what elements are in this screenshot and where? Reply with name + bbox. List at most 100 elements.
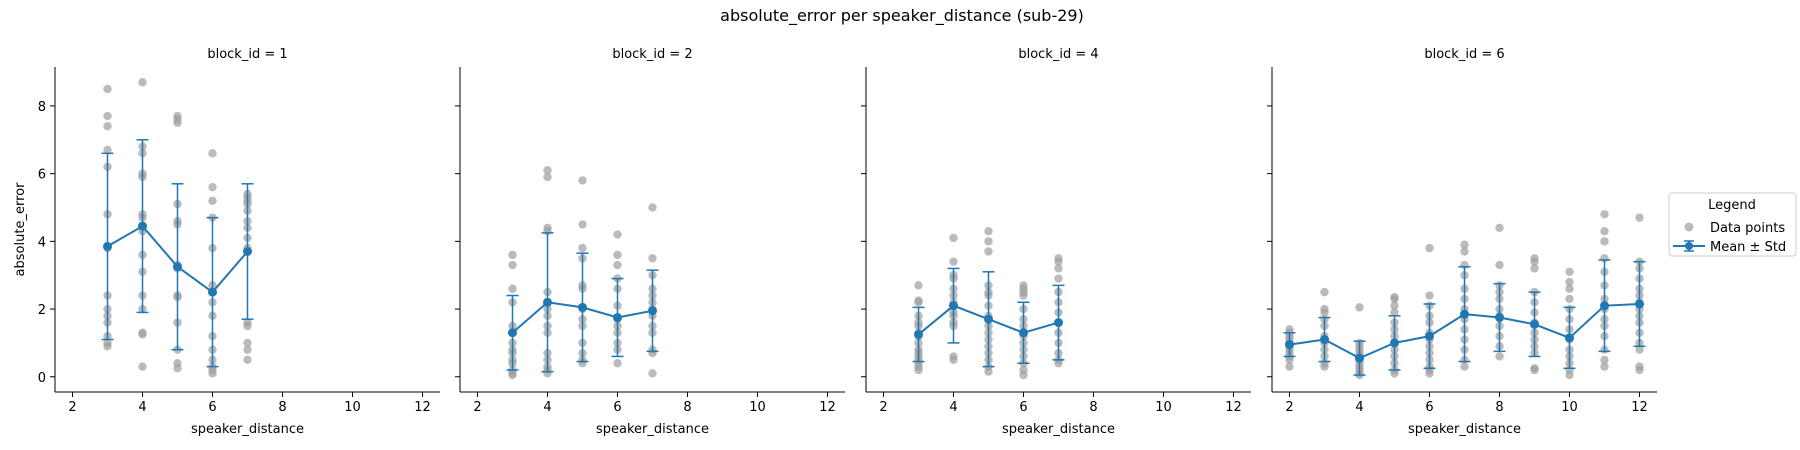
data-point bbox=[1460, 247, 1469, 256]
data-point bbox=[208, 149, 217, 158]
data-point bbox=[1425, 369, 1434, 378]
data-point bbox=[1460, 240, 1469, 249]
data-point bbox=[613, 359, 622, 368]
data-point bbox=[1635, 213, 1644, 222]
x-tick-label: 4 bbox=[543, 400, 551, 415]
data-point bbox=[613, 250, 622, 260]
x-tick-label: 8 bbox=[1495, 400, 1503, 415]
data-point bbox=[508, 260, 517, 270]
data-point bbox=[208, 182, 217, 192]
data-point bbox=[1530, 264, 1539, 273]
x-axis-label: speaker_distance bbox=[1002, 422, 1115, 437]
data-point bbox=[1600, 355, 1609, 365]
x-axis-label: speaker_distance bbox=[596, 422, 709, 437]
y-tick-label: 8 bbox=[38, 100, 46, 115]
data-point bbox=[1635, 365, 1644, 375]
mean-marker bbox=[1600, 301, 1609, 311]
mean-marker bbox=[173, 262, 182, 272]
mean-marker bbox=[1565, 333, 1574, 343]
x-tick-label: 12 bbox=[1631, 400, 1648, 415]
data-point bbox=[508, 250, 517, 260]
mean-marker bbox=[508, 328, 517, 338]
data-point bbox=[1495, 260, 1504, 270]
data-point bbox=[1285, 362, 1294, 371]
x-tick-label: 10 bbox=[344, 400, 361, 415]
data-point bbox=[103, 122, 112, 131]
data-point bbox=[578, 220, 587, 229]
data-point bbox=[1390, 301, 1399, 310]
mean-marker bbox=[103, 241, 112, 251]
data-point bbox=[613, 230, 622, 239]
x-tick-label: 2 bbox=[473, 400, 481, 415]
data-point bbox=[1600, 210, 1609, 219]
x-tick-label: 2 bbox=[879, 400, 887, 415]
mean-marker bbox=[1530, 319, 1539, 329]
legend-label-mean-std: Mean ± Std bbox=[1710, 240, 1786, 255]
mean-marker bbox=[1320, 335, 1329, 345]
data-point bbox=[543, 166, 552, 175]
data-point bbox=[1019, 291, 1028, 300]
data-point bbox=[1495, 352, 1504, 361]
data-point bbox=[1495, 223, 1504, 233]
x-tick-label: 8 bbox=[683, 400, 691, 415]
data-point bbox=[1565, 277, 1574, 287]
legend-marker-mean bbox=[1685, 242, 1693, 250]
data-point bbox=[243, 321, 252, 331]
data-point bbox=[1355, 303, 1364, 312]
mean-marker bbox=[1460, 309, 1469, 319]
mean-marker bbox=[243, 247, 252, 257]
x-tick-label: 12 bbox=[819, 400, 836, 415]
data-point bbox=[173, 118, 182, 128]
x-tick-label: 2 bbox=[68, 400, 76, 415]
data-point bbox=[208, 369, 217, 378]
x-tick-label: 6 bbox=[1425, 400, 1433, 415]
data-point bbox=[578, 176, 587, 185]
x-tick-label: 6 bbox=[1019, 400, 1027, 415]
data-point bbox=[1320, 308, 1329, 317]
data-point bbox=[103, 111, 112, 121]
data-point bbox=[243, 338, 252, 348]
x-axis-label: speaker_distance bbox=[191, 422, 304, 437]
panel-title: block_id = 2 bbox=[612, 47, 692, 62]
data-point bbox=[1425, 291, 1434, 300]
data-point bbox=[914, 298, 923, 307]
data-point bbox=[949, 233, 958, 243]
data-point bbox=[1285, 355, 1294, 365]
data-point bbox=[949, 355, 958, 365]
data-point bbox=[1565, 370, 1574, 380]
data-point bbox=[648, 203, 657, 212]
data-point bbox=[243, 355, 252, 365]
data-point bbox=[1565, 267, 1574, 277]
data-point bbox=[103, 84, 112, 94]
data-point bbox=[138, 362, 147, 371]
panel-block-2: block_id = 4 2 4 6 8 10 12 speaker_distance bbox=[861, 47, 1251, 437]
mean-marker bbox=[1425, 331, 1434, 341]
x-tick-label: 10 bbox=[1155, 400, 1172, 415]
x-tick-label: 10 bbox=[1561, 400, 1578, 415]
mean-marker bbox=[1285, 340, 1294, 350]
legend-label-data-points: Data points bbox=[1710, 221, 1785, 236]
data-point bbox=[103, 342, 112, 351]
mean-marker bbox=[1054, 318, 1063, 328]
panel-title: block_id = 6 bbox=[1424, 47, 1504, 62]
legend-marker-data-points bbox=[1684, 222, 1694, 232]
data-point bbox=[208, 196, 217, 205]
data-point bbox=[1019, 370, 1028, 380]
data-point bbox=[103, 145, 112, 155]
data-point bbox=[1320, 287, 1329, 297]
x-tick-label: 12 bbox=[414, 400, 431, 415]
data-point bbox=[1390, 308, 1399, 317]
data-point bbox=[984, 226, 993, 236]
mean-marker bbox=[984, 314, 993, 324]
data-point bbox=[1530, 257, 1539, 266]
x-tick-label: 6 bbox=[208, 400, 216, 415]
data-point bbox=[984, 237, 993, 246]
data-point bbox=[1054, 264, 1063, 273]
data-point bbox=[138, 330, 147, 339]
y-axis-label: absolute_error bbox=[13, 182, 28, 277]
data-point bbox=[1600, 362, 1609, 371]
x-tick-label: 4 bbox=[138, 400, 146, 415]
panel-block-0: block_id = 1 2 4 6 8 10 12 0 2 4 6 8 speaker_distanc… bbox=[13, 47, 440, 437]
x-tick-label: 8 bbox=[278, 400, 286, 415]
mean-marker bbox=[949, 301, 958, 311]
